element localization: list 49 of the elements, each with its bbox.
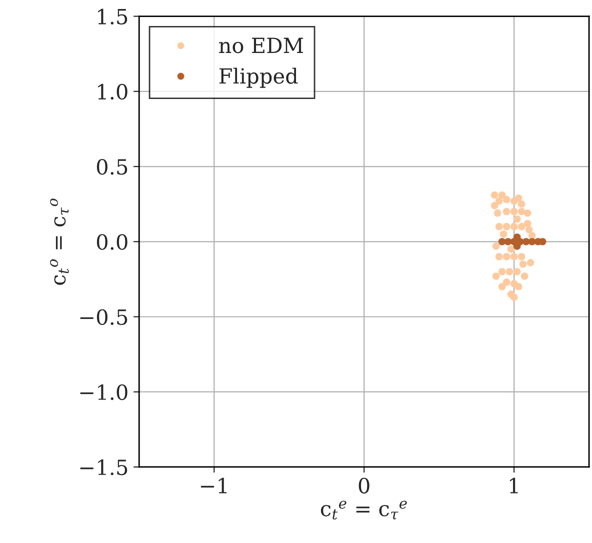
point	[492, 272, 500, 280]
x-tick-label: 1	[510, 478, 518, 494]
point	[510, 222, 518, 230]
point	[494, 209, 502, 217]
y-tick-label: 0.0	[96, 234, 128, 250]
point	[500, 230, 508, 238]
point	[518, 252, 526, 260]
point	[495, 197, 503, 205]
point	[495, 252, 503, 260]
point	[525, 226, 533, 234]
point	[502, 222, 510, 230]
y-axis-title: c$_{t}$$^{o}$ = c$_{τ}$$^{o}$	[50, 198, 69, 285]
point	[507, 245, 515, 253]
y-tick-label: −0.5	[80, 309, 128, 325]
y-tick-label: 1.5	[98, 8, 128, 24]
point	[510, 208, 518, 216]
point	[502, 278, 510, 286]
point	[502, 252, 510, 260]
y-tick-label: 0.5	[96, 158, 128, 175]
point	[507, 290, 515, 298]
point	[495, 222, 503, 230]
point	[510, 280, 518, 288]
point	[520, 272, 528, 280]
point	[502, 196, 510, 204]
legend-label: Flipped	[219, 68, 298, 88]
point	[510, 252, 518, 260]
x-tick-label: −1	[200, 478, 227, 494]
point	[490, 191, 498, 199]
point	[492, 242, 500, 250]
point	[506, 268, 514, 276]
point	[513, 215, 521, 223]
point	[524, 209, 532, 217]
y-tick-label: −1.5	[80, 459, 128, 476]
point	[518, 208, 526, 216]
x-axis-title: c$_{t}$$^{e}$ = c$_{τ}$$^{e}$	[320, 500, 407, 520]
x-tick-label: 0	[358, 478, 370, 494]
y-tick-label: 1.0	[98, 84, 128, 100]
point	[498, 283, 506, 290]
point	[518, 222, 526, 230]
legend-label: no EDM	[219, 38, 304, 54]
point	[519, 260, 527, 268]
point	[526, 258, 534, 266]
y-tick-label: −1.0	[80, 384, 128, 400]
point	[510, 197, 518, 205]
point	[490, 202, 498, 210]
point	[502, 208, 510, 216]
point	[513, 268, 521, 276]
point	[518, 200, 526, 208]
point	[498, 268, 506, 276]
